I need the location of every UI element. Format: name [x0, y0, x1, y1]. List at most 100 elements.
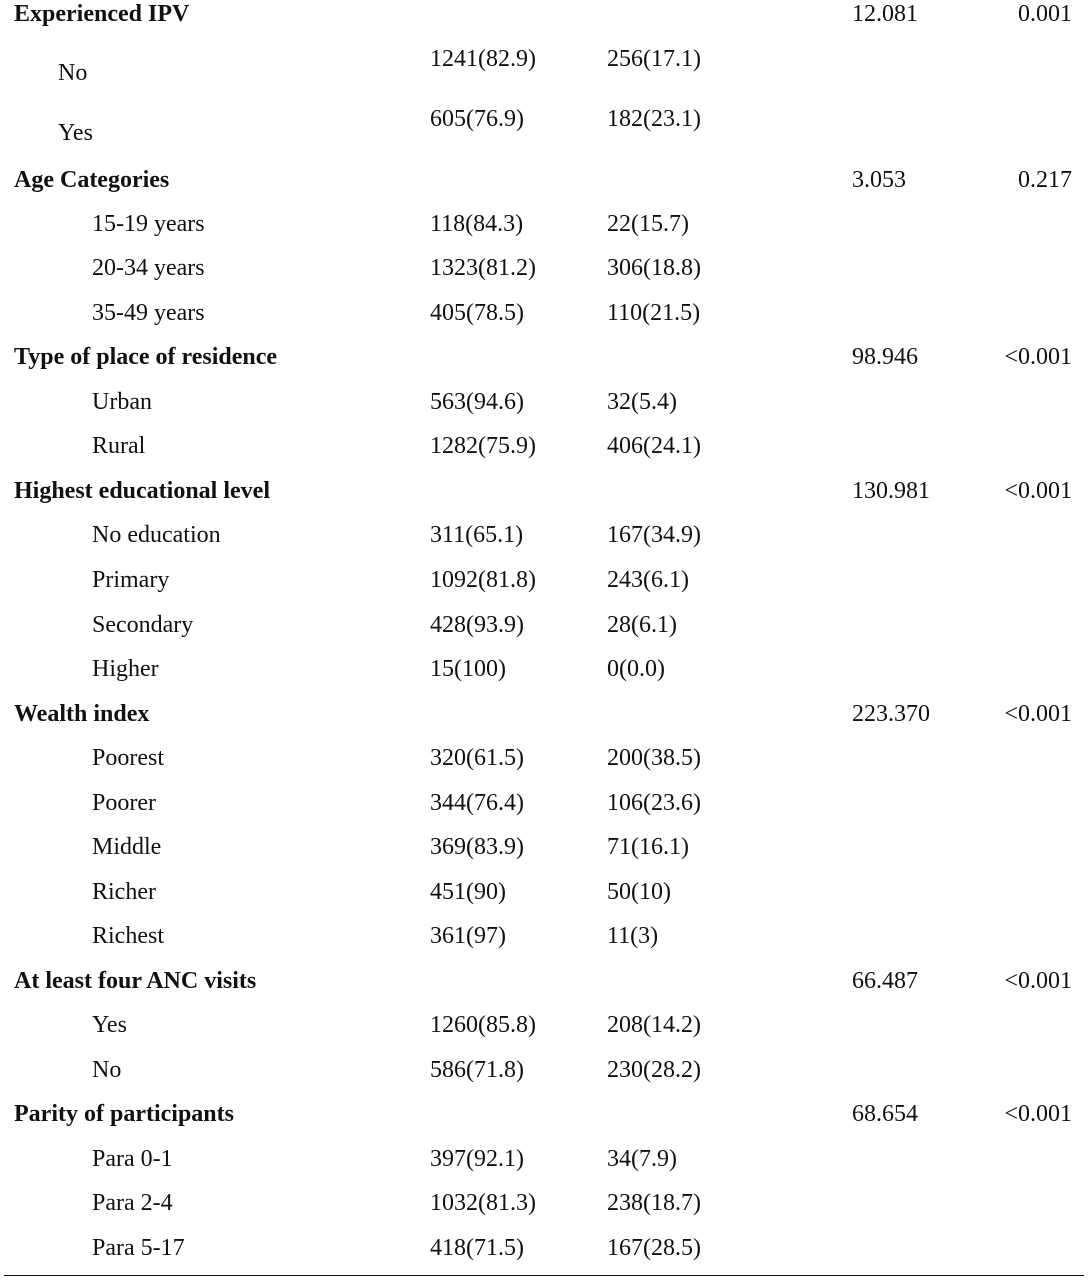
count-col1: 1260(85.8): [430, 1012, 536, 1038]
chi-square-value: 66.487: [852, 968, 918, 994]
row-label: Richer: [92, 879, 156, 905]
row-label: Para 2-4: [92, 1190, 173, 1216]
count-col2: 256(17.1): [607, 46, 701, 72]
table-row: No education 311(65.1) 167(34.9): [0, 521, 1088, 561]
group-label: Wealth index: [14, 701, 150, 727]
group-label: Experienced IPV: [14, 1, 190, 27]
count-col1: 15(100): [430, 656, 506, 682]
table-group-row: Parity of participants 68.654 <0.001: [0, 1100, 1088, 1140]
row-label: Para 5-17: [92, 1235, 185, 1261]
count-col2: 208(14.2): [607, 1012, 701, 1038]
count-col2: 28(6.1): [607, 612, 677, 638]
table-row: Rural 1282(75.9) 406(24.1): [0, 432, 1088, 472]
table-row: Yes 1260(85.8) 208(14.2): [0, 1011, 1088, 1051]
chi-square-value: 130.981: [852, 478, 930, 504]
table-row: Poorest 320(61.5) 200(38.5): [0, 744, 1088, 784]
row-label: Urban: [92, 389, 152, 415]
table-row: Para 5-17 418(71.5) 167(28.5): [0, 1234, 1088, 1274]
table-row: Poorer 344(76.4) 106(23.6): [0, 789, 1088, 829]
row-label: Middle: [92, 834, 162, 860]
row-label: Secondary: [92, 612, 194, 638]
row-label: Primary: [92, 567, 170, 593]
row-label: Rural: [92, 433, 146, 459]
table-row: Para 2-4 1032(81.3) 238(18.7): [0, 1189, 1088, 1229]
count-col2: 243(6.1): [607, 567, 689, 593]
row-label: 15-19 years: [92, 211, 205, 237]
row-label: No: [58, 60, 88, 86]
p-value: <0.001: [1004, 344, 1072, 370]
p-value: 0.001: [1018, 1, 1072, 27]
group-label: Parity of participants: [14, 1101, 234, 1127]
table-group-row: Age Categories 3.053 0.217: [0, 166, 1088, 206]
table-row: Para 0-1 397(92.1) 34(7.9): [0, 1145, 1088, 1185]
row-label: Higher: [92, 656, 159, 682]
table-row: 35-49 years 405(78.5) 110(21.5): [0, 299, 1088, 339]
group-label: Type of place of residence: [14, 344, 278, 370]
count-col2: 167(28.5): [607, 1235, 701, 1261]
count-col1: 451(90): [430, 879, 506, 905]
table-row: 15-19 years 118(84.3) 22(15.7): [0, 210, 1088, 250]
p-value: <0.001: [1004, 701, 1072, 727]
count-col2: 200(38.5): [607, 745, 701, 771]
row-label: Poorest: [92, 745, 164, 771]
count-col1: 586(71.8): [430, 1057, 524, 1083]
chi-square-value: 12.081: [852, 1, 918, 27]
p-value: <0.001: [1004, 1101, 1072, 1127]
table-group-row: At least four ANC visits 66.487 <0.001: [0, 967, 1088, 1007]
p-value: <0.001: [1004, 478, 1072, 504]
table-row: Middle 369(83.9) 71(16.1): [0, 833, 1088, 873]
table-group-row: Type of place of residence 98.946 <0.001: [0, 343, 1088, 383]
count-col1: 344(76.4): [430, 790, 524, 816]
count-col2: 238(18.7): [607, 1190, 701, 1216]
group-label: At least four ANC visits: [14, 968, 257, 994]
chi-square-value: 3.053: [852, 167, 906, 193]
row-label: 20-34 years: [92, 255, 205, 281]
count-col2: 32(5.4): [607, 389, 677, 415]
table-group-row: Experienced IPV 12.081 0.001: [0, 0, 1088, 40]
count-col2: 0(0.0): [607, 656, 665, 682]
chi-square-value: 223.370: [852, 701, 930, 727]
count-col2: 71(16.1): [607, 834, 689, 860]
row-label: Para 0-1: [92, 1146, 173, 1172]
count-col1: 361(97): [430, 923, 506, 949]
table-row: Urban 563(94.6) 32(5.4): [0, 388, 1088, 428]
count-col2: 110(21.5): [607, 300, 701, 326]
count-col2: 406(24.1): [607, 433, 701, 459]
table-group-row: Highest educational level 130.981 <0.001: [0, 477, 1088, 517]
count-col1: 320(61.5): [430, 745, 524, 771]
table-row: Primary 1092(81.8) 243(6.1): [0, 566, 1088, 606]
count-col1: 1032(81.3): [430, 1190, 536, 1216]
count-col1: 418(71.5): [430, 1235, 524, 1261]
count-col1: 369(83.9): [430, 834, 524, 860]
p-value: <0.001: [1004, 968, 1072, 994]
count-col1: 1241(82.9): [430, 46, 536, 72]
count-col2: 34(7.9): [607, 1146, 677, 1172]
group-label: Age Categories: [14, 167, 170, 193]
count-col1: 118(84.3): [430, 211, 524, 237]
table-row: 20-34 years 1323(81.2) 306(18.8): [0, 254, 1088, 294]
count-col2: 230(28.2): [607, 1057, 701, 1083]
count-col1: 563(94.6): [430, 389, 524, 415]
count-col1: 1323(81.2): [430, 255, 536, 281]
count-col1: 405(78.5): [430, 300, 524, 326]
count-col2: 11(3): [607, 923, 659, 949]
count-col1: 428(93.9): [430, 612, 524, 638]
count-col1: 605(76.9): [430, 106, 524, 132]
count-col1: 397(92.1): [430, 1146, 524, 1172]
count-col2: 167(34.9): [607, 522, 701, 548]
row-label: No education: [92, 522, 221, 548]
table-row: Richest 361(97) 11(3): [0, 922, 1088, 962]
count-col2: 50(10): [607, 879, 671, 905]
count-col2: 106(23.6): [607, 790, 701, 816]
count-col1: 1092(81.8): [430, 567, 536, 593]
count-col1: 1282(75.9): [430, 433, 536, 459]
table-row: No 586(71.8) 230(28.2): [0, 1056, 1088, 1096]
chi-square-value: 68.654: [852, 1101, 918, 1127]
row-label: Richest: [92, 923, 164, 949]
table-row: No 1241(82.9) 256(17.1): [0, 45, 1088, 86]
table-row: Higher 15(100) 0(0.0): [0, 655, 1088, 695]
row-label: Yes: [92, 1012, 127, 1038]
group-label: Highest educational level: [14, 478, 270, 504]
p-value: 0.217: [1018, 167, 1072, 193]
